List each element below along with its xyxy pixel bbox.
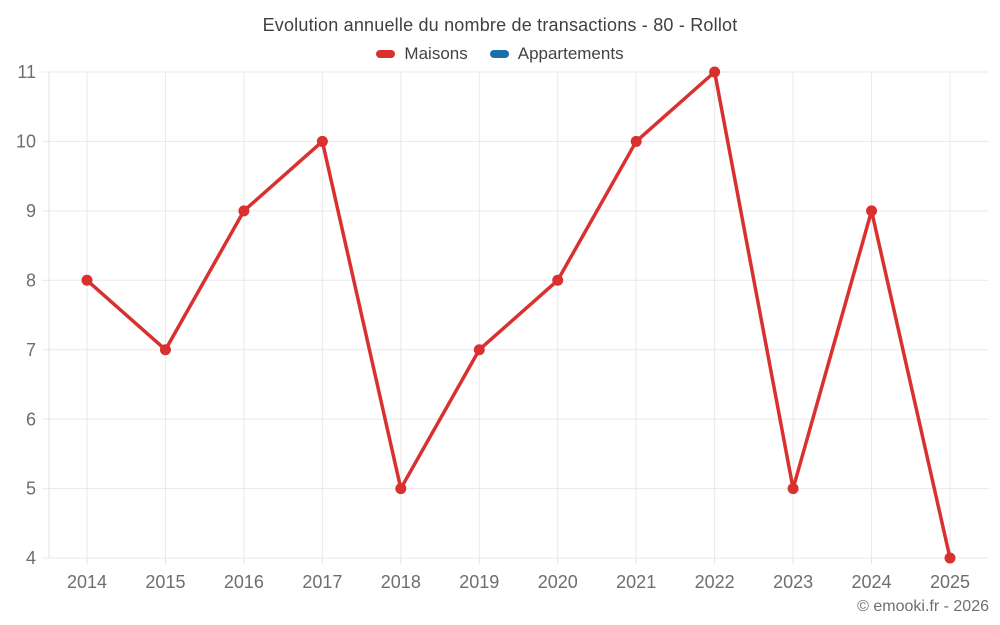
copyright-attribution: © emooki.fr - 2026: [857, 598, 989, 615]
maisons-swatch-icon: [376, 50, 396, 58]
legend-item-maisons[interactable]: Maisons: [376, 44, 468, 64]
maisons-point-2025[interactable]: [944, 552, 956, 564]
maisons-point-2022[interactable]: [709, 66, 721, 78]
y-tick-label-7: 7: [26, 340, 36, 360]
y-tick-label-6: 6: [26, 409, 36, 429]
maisons-point-2014[interactable]: [81, 274, 93, 286]
legend-label-maisons: Maisons: [404, 44, 468, 63]
x-tick-label-2016: 2016: [224, 572, 264, 592]
x-tick-label-2021: 2021: [616, 572, 656, 592]
y-tick-label-4: 4: [26, 548, 36, 568]
x-tick-label-2025: 2025: [930, 572, 970, 592]
maisons-point-2021[interactable]: [630, 135, 642, 147]
y-tick-label-10: 10: [16, 132, 36, 152]
x-tick-label-2022: 2022: [695, 572, 735, 592]
maisons-point-2023[interactable]: [787, 483, 799, 495]
y-tick-label-5: 5: [26, 479, 36, 499]
maisons-point-2018[interactable]: [395, 483, 407, 495]
maisons-point-2019[interactable]: [473, 344, 485, 356]
y-tick-label-11: 11: [17, 62, 36, 82]
chart-legend: Maisons Appartements: [0, 44, 1000, 64]
maisons-point-2020[interactable]: [552, 274, 564, 286]
maisons-point-2017[interactable]: [316, 135, 328, 147]
maisons-point-2015[interactable]: [159, 344, 171, 356]
x-tick-label-2023: 2023: [773, 572, 813, 592]
legend-item-appartements[interactable]: Appartements: [489, 44, 624, 64]
x-tick-label-2024: 2024: [852, 572, 892, 592]
x-tick-label-2015: 2015: [145, 572, 185, 592]
appartements-swatch-icon: [489, 50, 509, 58]
x-tick-label-2019: 2019: [459, 572, 499, 592]
x-tick-label-2014: 2014: [67, 572, 107, 592]
legend-label-appartements: Appartements: [517, 44, 624, 63]
x-tick-label-2018: 2018: [381, 572, 421, 592]
x-tick-label-2017: 2017: [302, 572, 342, 592]
y-tick-label-8: 8: [26, 270, 36, 290]
y-tick-label-9: 9: [26, 201, 36, 221]
chart-title: Evolution annuelle du nombre de transact…: [262, 15, 738, 35]
maisons-point-2024[interactable]: [866, 205, 878, 217]
maisons-line: [85, 70, 952, 560]
x-tick-label-2020: 2020: [538, 572, 578, 592]
maisons-point-2016[interactable]: [238, 205, 250, 217]
